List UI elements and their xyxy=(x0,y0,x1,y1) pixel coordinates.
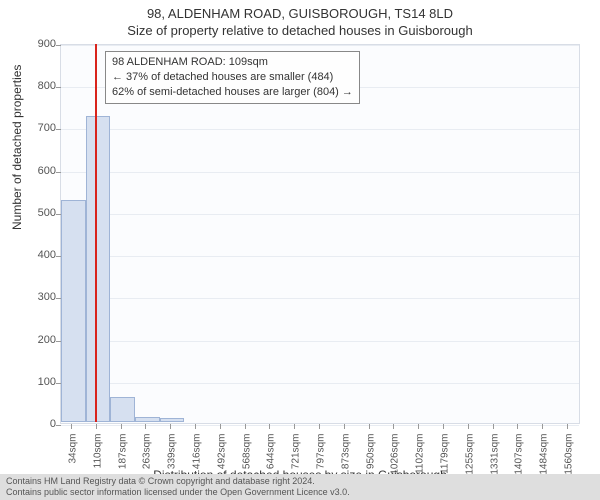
reference-line xyxy=(95,44,97,422)
chart-container: 98, ALDENHAM ROAD, GUISBOROUGH, TS14 8LD… xyxy=(0,0,600,500)
footer-line1: Contains HM Land Registry data © Crown c… xyxy=(6,476,594,487)
histogram-bar xyxy=(110,397,135,422)
xtick-mark xyxy=(145,424,146,429)
gridline xyxy=(61,45,579,46)
gridline xyxy=(61,214,579,215)
xtick-mark xyxy=(220,424,221,429)
ytick-label: 400 xyxy=(16,249,56,261)
annotation-line: 62% of semi-detached houses are larger (… xyxy=(112,85,353,100)
histogram-bar xyxy=(61,200,86,422)
xtick-mark xyxy=(443,424,444,429)
ytick-label: 600 xyxy=(16,165,56,177)
ytick-label: 700 xyxy=(16,122,56,134)
xtick-mark xyxy=(245,424,246,429)
histogram-bar xyxy=(160,418,185,422)
xtick-mark xyxy=(493,424,494,429)
xtick-mark xyxy=(517,424,518,429)
title-subtitle: Size of property relative to detached ho… xyxy=(0,21,600,38)
ytick-label: 200 xyxy=(16,334,56,346)
xtick-mark xyxy=(418,424,419,429)
xtick-mark xyxy=(319,424,320,429)
footer: Contains HM Land Registry data © Crown c… xyxy=(0,474,600,500)
xtick-mark xyxy=(393,424,394,429)
histogram-bar xyxy=(135,417,160,422)
ytick-label: 800 xyxy=(16,80,56,92)
xtick-mark xyxy=(294,424,295,429)
annotation-line: 98 ALDENHAM ROAD: 109sqm xyxy=(112,55,353,70)
ytick-mark xyxy=(56,172,61,173)
annotation-box: 98 ALDENHAM ROAD: 109sqm← 37% of detache… xyxy=(105,51,360,104)
histogram-bar xyxy=(86,116,111,422)
gridline xyxy=(61,129,579,130)
gridline xyxy=(61,172,579,173)
xtick-mark xyxy=(71,424,72,429)
plot-area: 98 ALDENHAM ROAD: 109sqm← 37% of detache… xyxy=(60,44,580,424)
ytick-label: 0 xyxy=(16,418,56,430)
footer-line2: Contains public sector information licen… xyxy=(6,487,594,498)
ytick-mark xyxy=(56,45,61,46)
ytick-label: 300 xyxy=(16,291,56,303)
gridline xyxy=(61,298,579,299)
xtick-mark xyxy=(542,424,543,429)
ytick-mark xyxy=(56,425,61,426)
xtick-mark xyxy=(269,424,270,429)
ytick-label: 900 xyxy=(16,38,56,50)
plot-wrap: 98 ALDENHAM ROAD: 109sqm← 37% of detache… xyxy=(60,44,580,424)
xtick-mark xyxy=(344,424,345,429)
annotation-line: ← 37% of detached houses are smaller (48… xyxy=(112,70,353,85)
ytick-label: 500 xyxy=(16,207,56,219)
xtick-mark xyxy=(96,424,97,429)
ytick-mark xyxy=(56,129,61,130)
xtick-mark xyxy=(468,424,469,429)
xtick-mark xyxy=(170,424,171,429)
gridline xyxy=(61,383,579,384)
title-address: 98, ALDENHAM ROAD, GUISBOROUGH, TS14 8LD xyxy=(0,0,600,21)
xtick-mark xyxy=(121,424,122,429)
xtick-mark xyxy=(567,424,568,429)
gridline xyxy=(61,256,579,257)
ytick-label: 100 xyxy=(16,376,56,388)
xtick-mark xyxy=(369,424,370,429)
gridline xyxy=(61,341,579,342)
xtick-mark xyxy=(195,424,196,429)
ytick-mark xyxy=(56,87,61,88)
